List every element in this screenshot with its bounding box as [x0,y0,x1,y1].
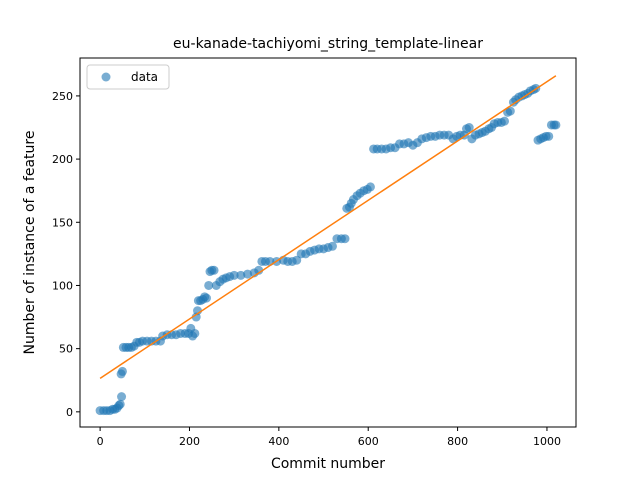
legend: data [87,65,169,89]
data-point-136 [551,120,560,129]
data-point-11 [118,367,127,376]
legend-label-data: data [131,70,158,84]
y-tick-label-100: 100 [52,279,73,292]
data-point-9 [117,392,126,401]
y-tick-label-0: 0 [66,406,73,419]
chart-title: eu-kanade-tachiyomi_string_template-line… [173,36,483,52]
x-tick-label-400: 400 [268,435,289,448]
x-tick-label-0: 0 [97,435,104,448]
x-tick-label-1000: 1000 [533,435,561,448]
y-tick-label-50: 50 [59,343,73,356]
data-point-117 [500,117,509,126]
x-tick-label-800: 800 [447,435,468,448]
data-point-44 [210,266,219,275]
x-tick-label-600: 600 [358,435,379,448]
y-tick-label-200: 200 [52,153,73,166]
data-point-8 [116,400,125,409]
data-point-82 [366,182,375,191]
x-axis-label: Commit number [271,456,385,472]
data-point-33 [190,329,199,338]
data-point-133 [544,132,553,141]
data-point-70 [328,242,337,251]
x-tick-label-200: 200 [179,435,200,448]
y-axis-label: Number of instance of a feature [22,131,38,355]
y-tick-label-150: 150 [52,216,73,229]
legend-marker-data [102,73,111,82]
data-point-73 [340,234,349,243]
y-tick-label-250: 250 [52,90,73,103]
data-point-40 [202,294,211,303]
